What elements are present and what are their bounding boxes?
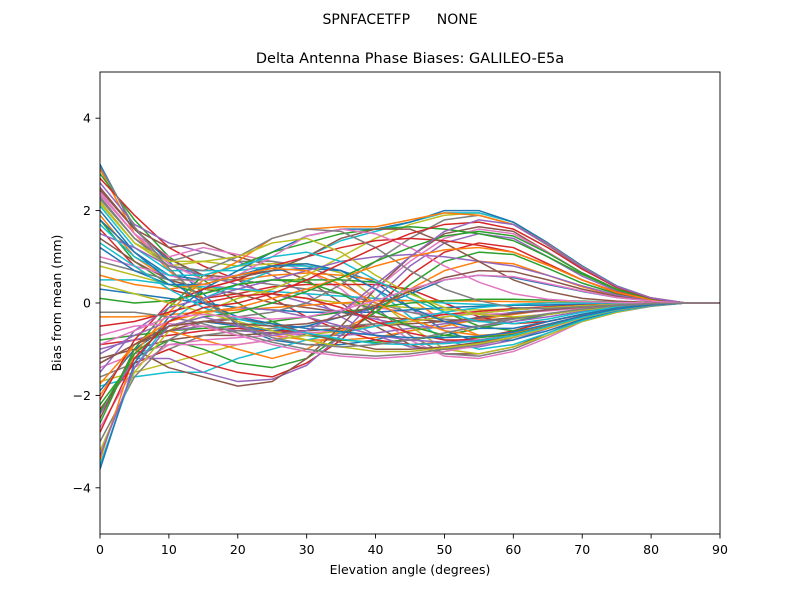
y-tick-label: −4	[73, 480, 91, 495]
chart-title: Delta Antenna Phase Biases: GALILEO-E5a	[256, 51, 564, 67]
y-tick-label: −2	[73, 388, 91, 403]
series-line-67	[100, 274, 720, 346]
figure-suptitle: SPNFACETFP NONE	[322, 12, 477, 28]
series-line-45	[100, 253, 720, 373]
x-tick-label: 70	[574, 542, 590, 557]
series-line-68	[100, 166, 720, 348]
series-line-64	[100, 221, 720, 433]
x-tick-label: 0	[96, 542, 104, 557]
series-line-66	[100, 269, 720, 364]
series-line-61	[100, 219, 720, 339]
series-group	[100, 164, 720, 470]
y-axis: −4 −2 0 2 4	[73, 111, 100, 495]
x-tick-label: 30	[299, 542, 315, 557]
y-tick-label: 2	[83, 203, 91, 218]
x-axis: 0 10 20 30 40 50 60 70 80 90	[96, 534, 728, 557]
y-axis-label: Bias from mean (mm)	[49, 235, 64, 372]
y-tick-label: 4	[83, 111, 91, 126]
x-tick-label: 40	[368, 542, 384, 557]
series-line-33	[100, 251, 720, 406]
series-line-65	[100, 219, 720, 456]
x-tick-label: 60	[505, 542, 521, 557]
x-tick-label: 50	[436, 542, 452, 557]
x-tick-label: 20	[230, 542, 246, 557]
x-tick-label: 80	[643, 542, 659, 557]
x-tick-label: 90	[712, 542, 728, 557]
x-tick-label: 10	[161, 542, 177, 557]
x-axis-label: Elevation angle (degrees)	[330, 562, 491, 577]
series-line-35	[100, 232, 720, 415]
series-line-50	[100, 223, 720, 325]
y-tick-label: 0	[83, 296, 91, 311]
series-line-48	[100, 198, 720, 310]
